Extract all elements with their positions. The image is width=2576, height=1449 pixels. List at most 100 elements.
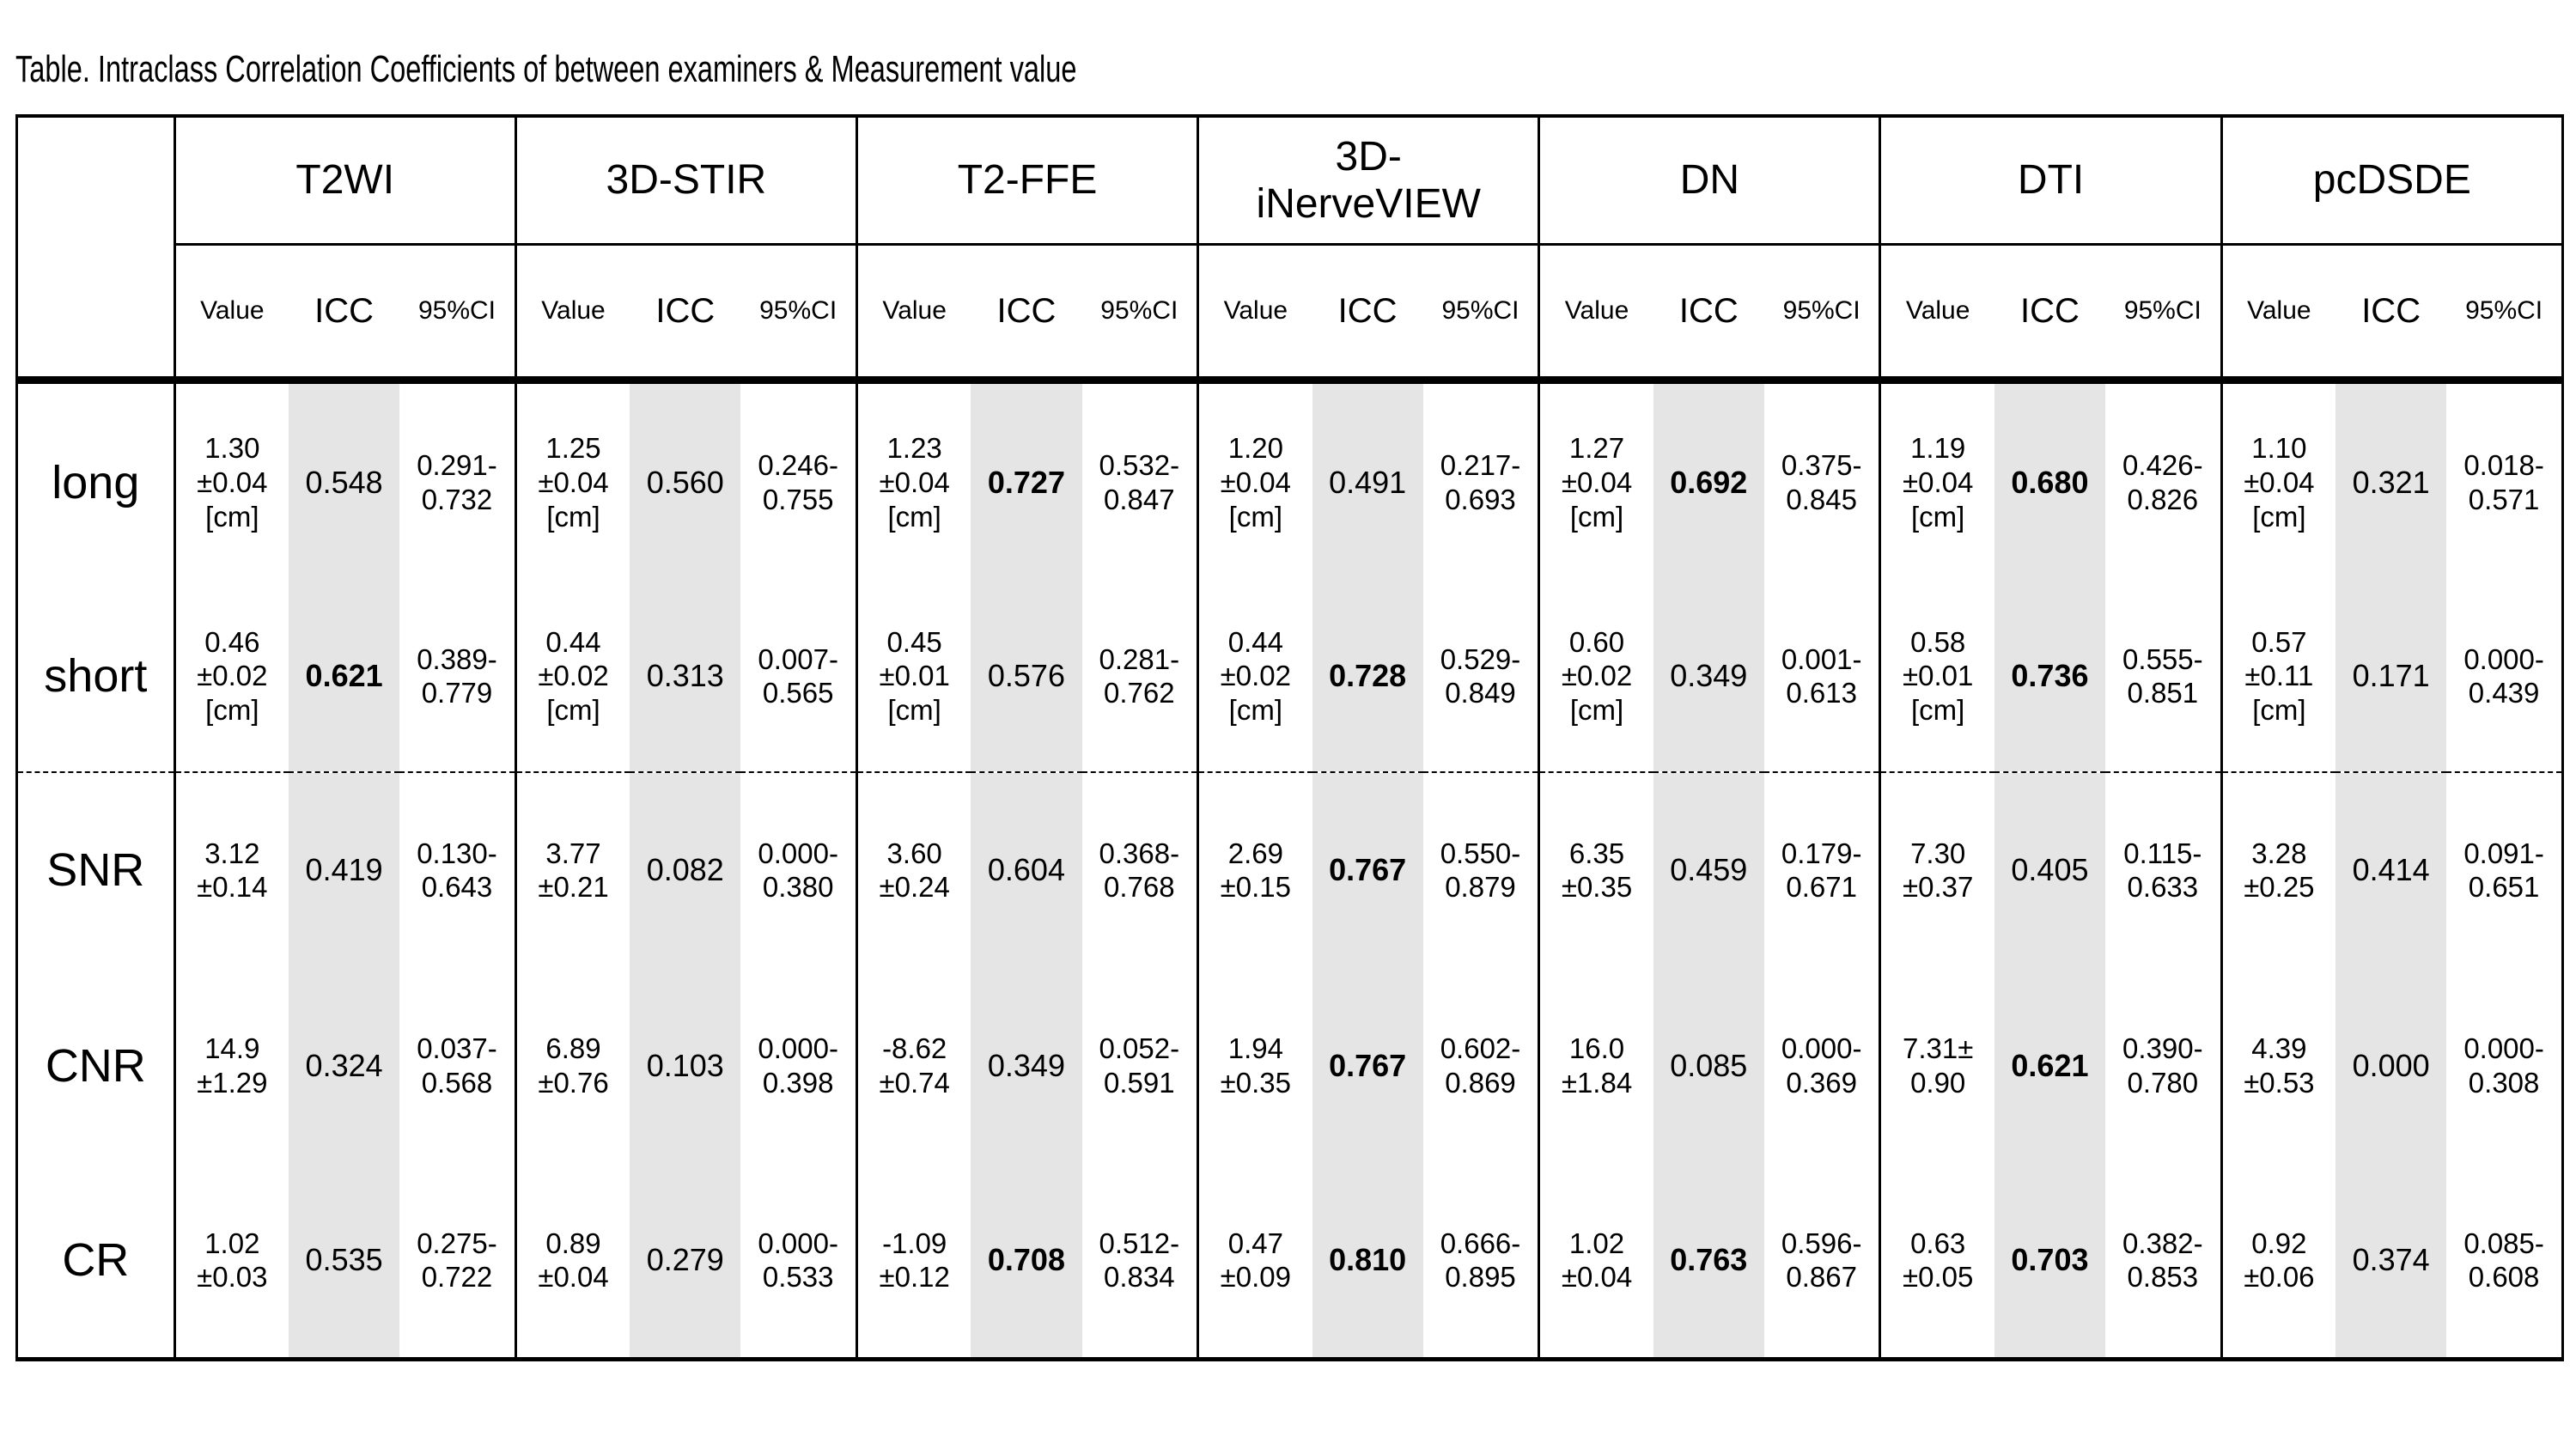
ci-cell: 0.550- 0.879	[1440, 837, 1521, 904]
icc-cell: 0.349	[1653, 581, 1764, 773]
ci-cell: 0.052- 0.591	[1099, 1032, 1180, 1099]
icc-cell: 0.708	[971, 1163, 1082, 1360]
icc-cell: 0.535	[289, 1163, 400, 1360]
ci-cell: 0.596- 0.867	[1781, 1227, 1862, 1294]
ci-cell: 0.000- 0.533	[758, 1227, 838, 1294]
subheader-icc: ICC	[1653, 244, 1764, 385]
value-cell: 0.46 ±0.02 [cm]	[173, 581, 289, 773]
ci-cell: 0.217- 0.693	[1440, 449, 1521, 515]
icc-cell: 0.459	[1653, 771, 1764, 968]
subheader-icc: ICC	[1994, 244, 2106, 385]
value-cell: 1.27 ±0.04 [cm]	[1538, 380, 1653, 581]
ci-cell: 0.532- 0.847	[1099, 449, 1180, 515]
value-cell: 1.30 ±0.04 [cm]	[173, 380, 289, 581]
icc-cell: 0.728	[1312, 581, 1423, 773]
value-cell: 3.77 ±0.21	[514, 771, 630, 968]
table-row-SNR: SNR 3.12 ±0.14 0.419 0.130- 0.643 3.77 ±0.21…	[16, 771, 2563, 968]
ci-cell: 0.246- 0.755	[758, 449, 838, 515]
icc-cell: 0.082	[630, 771, 741, 968]
value-cell: 3.12 ±0.14	[173, 771, 289, 968]
subheader-ci: 95%CI	[1763, 244, 1880, 385]
value-cell: 1.19 ±0.04 [cm]	[1879, 380, 1994, 581]
ci-cell: 0.037- 0.568	[417, 1032, 497, 1099]
value-cell: 1.10 ±0.04 [cm]	[2220, 380, 2336, 581]
value-cell: 6.35 ±0.35	[1538, 771, 1653, 968]
value-cell: 1.20 ±0.04 [cm]	[1197, 380, 1312, 581]
ci-cell: 0.130- 0.643	[417, 837, 497, 904]
subheader-icc: ICC	[1312, 244, 1423, 385]
subheader-icc: ICC	[971, 244, 1082, 385]
table-title: Table. Intraclass Correlation Coefficien…	[15, 48, 1077, 90]
icc-cell: 0.548	[289, 380, 400, 581]
ci-cell: 0.382- 0.853	[2122, 1227, 2203, 1294]
icc-cell: 0.680	[1994, 380, 2106, 581]
subheader-value: Value	[2220, 244, 2336, 385]
value-cell: 0.57 ±0.11 [cm]	[2220, 581, 2336, 773]
header-sub-row: Value ICC 95%CI Value ICC 95%CI Value ICC 95%CI V…	[17, 244, 2563, 385]
subheader-icc: ICC	[630, 244, 741, 385]
icc-cell: 0.727	[971, 380, 1082, 581]
value-cell: 1.23 ±0.04 [cm]	[855, 380, 971, 581]
ci-cell: 0.389- 0.779	[399, 581, 516, 773]
subheader-value: Value	[514, 244, 630, 385]
value-cell: 1.02 ±0.04	[1538, 1163, 1653, 1360]
subheader-ci: 95%CI	[1081, 244, 1198, 385]
icc-cell: 0.703	[1994, 1163, 2106, 1360]
subheader-icc: ICC	[2335, 244, 2447, 385]
header-group-row: T2WI 3D-STIR T2-FFE 3D- iNerveVIEW DN DTI pcDS…	[16, 115, 2563, 385]
ci-cell: 0.390- 0.780	[2122, 1032, 2203, 1099]
ci-cell: 0.291- 0.732	[417, 449, 497, 515]
icc-cell: 0.321	[2335, 380, 2447, 581]
icc-cell: 0.692	[1653, 380, 1764, 581]
subheader-icc: ICC	[289, 244, 400, 385]
value-cell: -8.62 ±0.74	[855, 967, 971, 1164]
ci-cell: 0.007- 0.565	[740, 581, 857, 773]
ci-cell: 0.512- 0.834	[1099, 1227, 1180, 1294]
value-cell: 0.92 ±0.06	[2220, 1163, 2336, 1360]
ci-cell: 0.426- 0.826	[2122, 449, 2203, 515]
ci-cell: 0.602- 0.869	[1440, 1032, 1521, 1099]
icc-cell: 0.414	[2335, 771, 2447, 968]
icc-cell: 0.103	[630, 967, 741, 1164]
icc-cell: 0.419	[289, 771, 400, 968]
icc-cell: 0.604	[971, 771, 1082, 968]
icc-cell: 0.405	[1994, 771, 2106, 968]
ci-cell: 0.091- 0.651	[2463, 837, 2544, 904]
value-cell: 0.45 ±0.01 [cm]	[855, 581, 971, 773]
value-cell: 0.63 ±0.05	[1879, 1163, 1994, 1360]
group-header-6: pcDSDE	[2220, 115, 2563, 247]
icc-cell: 0.171	[2335, 581, 2447, 773]
row-label-CR: CR	[16, 1163, 176, 1360]
value-cell: 0.89 ±0.04	[514, 1163, 630, 1360]
value-cell: 1.02 ±0.03	[173, 1163, 289, 1360]
subheader-value: Value	[1538, 244, 1653, 385]
value-cell: 16.0 ±1.84	[1538, 967, 1653, 1164]
icc-cell: 0.324	[289, 967, 400, 1164]
corner-cell	[16, 115, 176, 385]
ci-cell: 0.555- 0.851	[2105, 581, 2222, 773]
ci-cell: 0.000- 0.398	[758, 1032, 838, 1099]
icc-cell: 0.560	[630, 380, 741, 581]
icc-cell: 0.763	[1653, 1163, 1764, 1360]
value-cell: 0.44 ±0.02 [cm]	[514, 581, 630, 773]
ci-cell: 0.275- 0.722	[417, 1227, 497, 1294]
ci-cell: 0.000- 0.369	[1781, 1032, 1862, 1099]
icc-cell: 0.000	[2335, 967, 2447, 1164]
icc-cell: 0.810	[1312, 1163, 1423, 1360]
value-cell: 14.9 ±1.29	[173, 967, 289, 1164]
row-label-CNR: CNR	[16, 967, 176, 1164]
icc-cell: 0.576	[971, 581, 1082, 773]
icc-cell: 0.349	[971, 967, 1082, 1164]
subheader-value: Value	[173, 244, 289, 385]
ci-cell: 0.666- 0.895	[1440, 1227, 1521, 1294]
ci-cell: 0.018- 0.571	[2463, 449, 2544, 515]
value-cell: 0.58 ±0.01 [cm]	[1879, 581, 1994, 773]
icc-table: T2WI 3D-STIR T2-FFE 3D- iNerveVIEW DN DTI pcDS…	[15, 113, 2564, 1362]
icc-cell: 0.767	[1312, 967, 1423, 1164]
value-cell: 7.30 ±0.37	[1879, 771, 1994, 968]
value-cell: 3.60 ±0.24	[855, 771, 971, 968]
group-header-1: 3D-STIR	[514, 115, 857, 247]
icc-cell: 0.374	[2335, 1163, 2447, 1360]
ci-cell: 0.085- 0.608	[2463, 1227, 2544, 1294]
icc-cell: 0.279	[630, 1163, 741, 1360]
